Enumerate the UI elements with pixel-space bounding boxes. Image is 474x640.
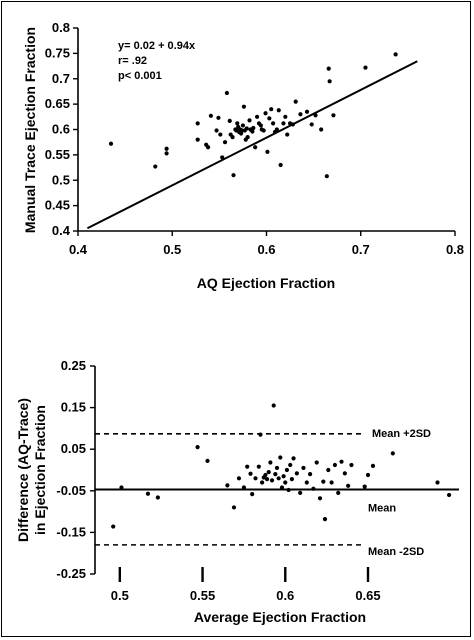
top-data-point: [250, 129, 255, 134]
top-y-tick-label: 0.65: [45, 96, 70, 111]
scatter-chart-top: 0.4 0.45 0.5 0.55 0.6 0.65 0.7 0.75 0.8 0.4 0.5 0.…: [22, 20, 464, 291]
top-data-point: [235, 121, 240, 126]
top-data-point: [278, 162, 283, 168]
top-data-point: [269, 107, 274, 112]
top-data-point: [309, 122, 314, 127]
top-data-point: [205, 145, 211, 150]
top-data-point: [319, 127, 324, 132]
top-data-point: [313, 113, 318, 118]
top-data-point: [253, 145, 258, 150]
top-data-point: [393, 52, 398, 57]
top-data-point: [164, 146, 169, 151]
top-data-point: [245, 135, 250, 140]
p-value: p< 0.001: [118, 70, 162, 82]
top-data-point: [326, 66, 331, 71]
top-y-tick-label: 0.5: [52, 172, 70, 187]
top-data-point: [224, 90, 230, 96]
top-y-tick-label: 0.45: [45, 198, 70, 213]
top-data-point: [263, 111, 268, 116]
top-y-tick-label: 0.4: [52, 223, 71, 238]
top-y-tick-label: 0.75: [45, 45, 70, 60]
top-data-point: [247, 118, 252, 123]
top-data-point: [231, 173, 236, 178]
top-y-tick-label: 0.6: [52, 122, 70, 137]
top-data-point: [293, 99, 298, 104]
correlation-value: r= .92: [118, 55, 147, 67]
top-data-point: [265, 149, 270, 154]
top-data-point: [276, 108, 281, 113]
top-data-point: [230, 135, 235, 140]
top-y-tick-label: 0.55: [45, 147, 70, 162]
top-data-point: [164, 151, 169, 156]
top-data-point: [298, 112, 303, 117]
top-data-point: [283, 114, 288, 119]
top-data-point: [281, 121, 286, 126]
regression-equation: y= 0.02 + 0.94x: [118, 40, 196, 52]
top-data-point: [304, 109, 310, 114]
top-data-point: [241, 104, 246, 109]
top-data-point: [216, 115, 221, 120]
top-x-tick-label: 0.7: [352, 242, 370, 257]
top-data-point: [363, 65, 368, 70]
top-data-point: [258, 123, 263, 128]
top-data-point: [214, 128, 219, 133]
top-x-tick-label: 0.4: [69, 242, 88, 257]
top-data-point: [251, 125, 256, 131]
top-data-point: [218, 132, 223, 137]
top-data-point: [108, 141, 114, 146]
top-x-tick-label: 0.5: [163, 242, 181, 257]
regression-line: [86, 60, 418, 230]
top-x-tick-label: 0.6: [257, 242, 275, 257]
top-y-tick-label: 0.8: [52, 20, 70, 35]
top-data-point: [290, 122, 295, 127]
top-data-point: [285, 132, 290, 137]
top-data-point: [195, 121, 200, 126]
top-data-point: [220, 155, 225, 160]
top-data-point: [270, 121, 276, 126]
top-data-point: [208, 113, 213, 118]
top-data-point: [331, 113, 336, 118]
top-data-point: [244, 126, 249, 131]
top-y-axis-label: Manual Trace Ejection Fraction: [22, 27, 38, 233]
top-data-point: [153, 164, 158, 169]
top-data-point: [274, 127, 279, 132]
top-y-tick-label: 0.7: [52, 71, 70, 86]
top-data-point: [261, 128, 266, 133]
top-data-point: [254, 114, 260, 119]
top-data-point: [222, 140, 228, 145]
top-data-point: [327, 79, 332, 84]
top-data-point: [195, 137, 200, 142]
top-x-axis-label: AQ Ejection Fraction: [197, 275, 335, 291]
top-data-point: [267, 116, 272, 121]
top-data-point: [227, 118, 232, 123]
top-data-point: [240, 123, 246, 128]
top-data-point: [324, 174, 329, 179]
top-x-tick-label: 0.8: [446, 242, 464, 257]
